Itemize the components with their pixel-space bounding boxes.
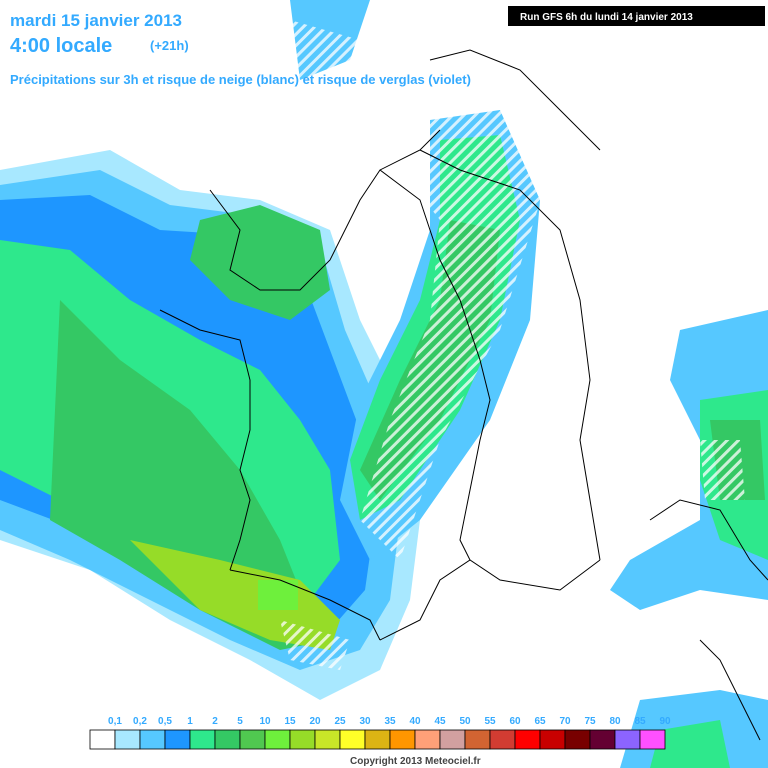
legend-swatch <box>314 729 341 750</box>
legend-swatch <box>489 729 516 750</box>
legend-swatch <box>214 729 241 750</box>
legend-swatch <box>464 729 491 750</box>
legend-label: 0,5 <box>158 716 172 727</box>
legend-label: 20 <box>309 716 321 727</box>
borders <box>159 49 768 741</box>
legend-swatch <box>639 729 666 750</box>
header: mardi 15 janvier 2013 4:00 locale (+21h)… <box>10 6 765 87</box>
legend-label: 50 <box>459 716 471 727</box>
legend-label: 35 <box>384 716 396 727</box>
legend-label: 40 <box>409 716 421 727</box>
legend-swatch <box>289 729 316 750</box>
legend-label: 85 <box>634 716 646 727</box>
legend-label: 65 <box>534 716 546 727</box>
legend-label: 60 <box>509 716 521 727</box>
legend-swatch <box>389 729 416 750</box>
legend-swatch <box>339 729 366 750</box>
legend-label: 25 <box>334 716 346 727</box>
legend-swatch <box>139 729 166 750</box>
time: 4:00 locale <box>10 35 112 57</box>
legend-swatch <box>414 729 441 750</box>
subtitle: Précipitations sur 3h et risque de neige… <box>10 72 471 87</box>
legend-swatch <box>89 729 116 750</box>
legend-label: 45 <box>434 716 446 727</box>
offset: (+21h) <box>150 38 189 53</box>
legend-label: 75 <box>584 716 596 727</box>
date: mardi 15 janvier 2013 <box>10 11 182 30</box>
legend-label: 2 <box>212 716 218 727</box>
legend-swatch <box>589 729 616 750</box>
legend-label: 0,1 <box>108 716 122 727</box>
legend-label: 30 <box>359 716 371 727</box>
legend-swatch <box>514 729 541 750</box>
legend-label: 55 <box>484 716 496 727</box>
legend-swatch <box>364 729 391 750</box>
legend-label: 0,2 <box>133 716 147 727</box>
legend-label: 5 <box>237 716 243 727</box>
legend: 0,1 0,2 0,5 1 2 5 10 15 20 25 30 35 40 45 50 55 60 65 70 75… <box>89 716 671 750</box>
legend-swatch <box>114 729 141 750</box>
legend-label: 10 <box>259 716 271 727</box>
legend-label: 1 <box>187 716 193 727</box>
legend-swatch <box>439 729 466 750</box>
legend-label: 70 <box>559 716 571 727</box>
legend-swatch <box>539 729 566 750</box>
copyright: Copyright 2013 Meteociel.fr <box>350 756 481 767</box>
legend-swatch <box>164 729 191 750</box>
legend-swatch <box>189 729 216 750</box>
legend-label: 15 <box>284 716 296 727</box>
legend-swatch <box>614 729 641 750</box>
legend-swatch <box>239 729 266 750</box>
legend-swatch <box>564 729 591 750</box>
legend-label: 80 <box>609 716 621 727</box>
run-box <box>508 6 765 26</box>
legend-swatch <box>264 729 291 750</box>
run-label: Run GFS 6h du lundi 14 janvier 2013 <box>520 12 693 23</box>
legend-label: 90 <box>659 716 671 727</box>
